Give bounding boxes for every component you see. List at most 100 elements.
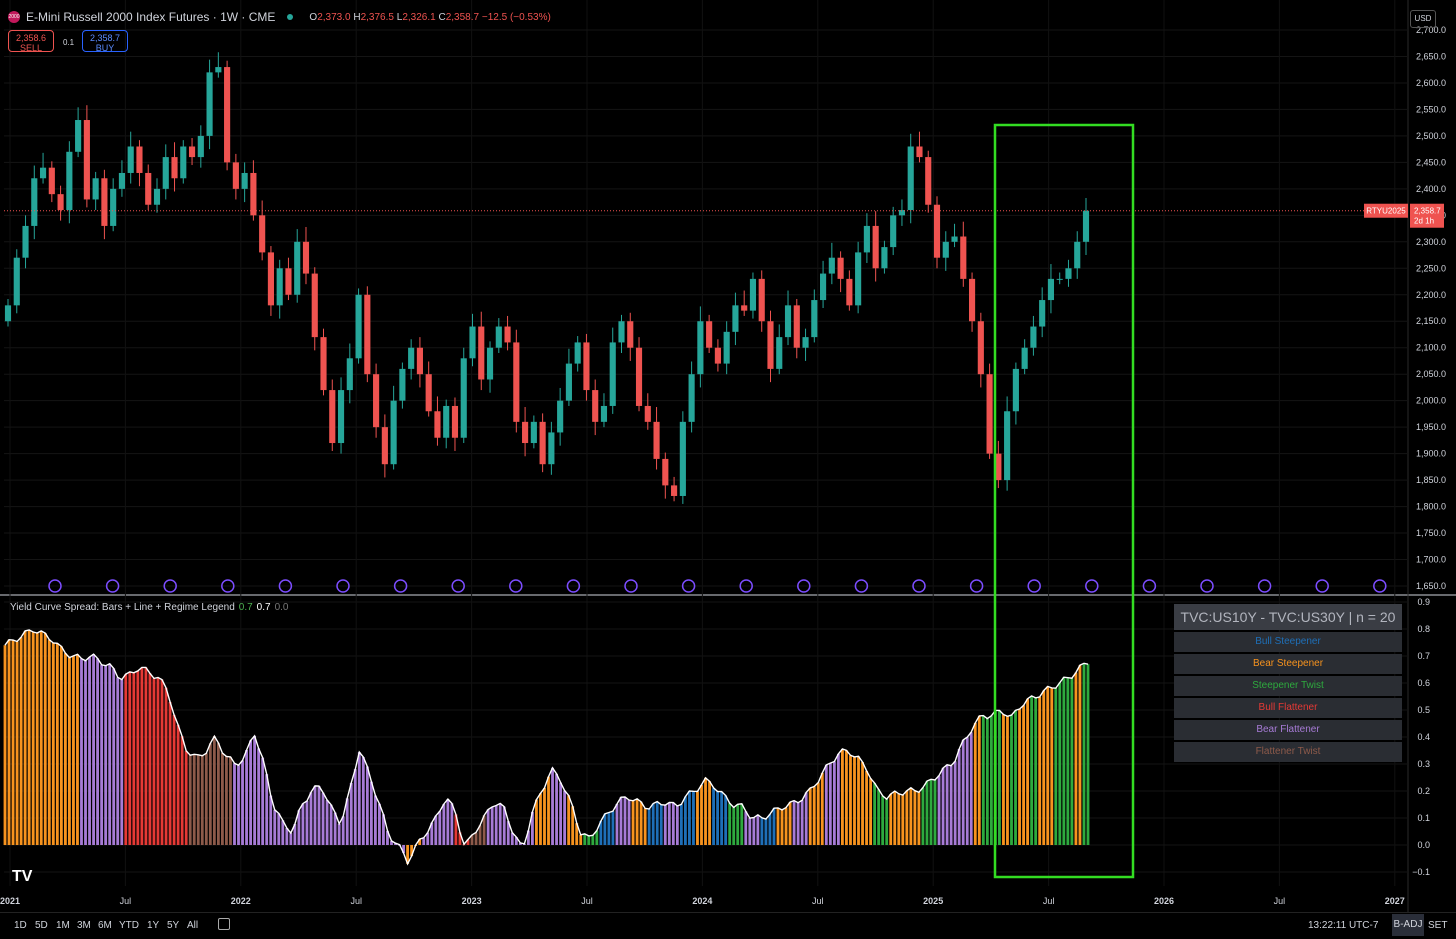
candle-body: [592, 390, 599, 422]
calendar-icon[interactable]: [218, 918, 230, 930]
spread-bar: [128, 671, 132, 845]
indicator-axis-tick-label: 0.2: [1417, 786, 1430, 796]
spread-bar: [889, 793, 893, 845]
price-axis-tick-label: 1,900.0: [1416, 449, 1446, 459]
candle-body: [434, 411, 441, 438]
spread-bar: [1042, 690, 1046, 845]
candle-body: [1030, 326, 1037, 348]
spread-bar: [736, 804, 740, 845]
spread-bar: [704, 777, 707, 845]
spread-bar: [1006, 716, 1009, 845]
event-marker-icon: [48, 579, 62, 593]
x-axis-tick-label: Jul: [120, 896, 132, 906]
spread-bar: [579, 834, 583, 845]
event-marker-icon: [451, 579, 465, 593]
sell-button[interactable]: 2,358.6 SELL: [8, 30, 54, 53]
indicator-axis-tick-label: 0.9: [1417, 597, 1430, 607]
clock[interactable]: 13:22:11 UTC-7: [1308, 920, 1379, 931]
spread-bar: [160, 679, 164, 845]
candle-body: [846, 278, 853, 306]
tradingview-logo-icon[interactable]: TV: [12, 868, 33, 885]
event-marker-icon: [1200, 579, 1214, 593]
spread-bar: [104, 665, 108, 845]
spread-bar: [216, 742, 220, 845]
spread-bar: [518, 842, 522, 845]
candle-body: [171, 157, 178, 179]
indicator-axis-tick-label: 0.4: [1417, 732, 1430, 742]
spread-bar: [15, 641, 19, 845]
high-value: 2,376.5: [360, 11, 394, 23]
symbol-icon: 2000: [8, 11, 20, 23]
timeframe-all[interactable]: All: [187, 920, 199, 931]
timeframe-5d[interactable]: 5D: [35, 920, 48, 931]
spread-bar: [925, 780, 929, 845]
price-axis-tick-label: 2,650.0: [1416, 51, 1446, 61]
timeframe-1m[interactable]: 1M: [56, 920, 70, 931]
candle-body: [863, 225, 870, 253]
spread-bar: [740, 803, 744, 845]
spread-bar: [510, 832, 514, 845]
candle-body: [916, 146, 923, 158]
timeframe-3m[interactable]: 3M: [77, 920, 91, 931]
chart-title[interactable]: E-Mini Russell 2000 Index Futures · 1W ·…: [26, 10, 276, 24]
spread-bar: [873, 783, 877, 845]
timeframe-1y[interactable]: 1Y: [147, 920, 160, 931]
spread-bar: [1002, 714, 1005, 845]
open-value: 2,373.0: [317, 11, 351, 23]
event-marker-icon: [163, 579, 177, 593]
spread-bar: [220, 753, 224, 845]
bottom-toolbar: [0, 912, 1456, 939]
candle-body: [259, 215, 266, 253]
spread-bar: [180, 736, 184, 845]
currency-button[interactable]: USD: [1410, 10, 1436, 28]
spread-bar: [720, 791, 724, 845]
indicator-title[interactable]: Yield Curve Spread: Bars + Line + Regime…: [10, 602, 289, 613]
candle-body: [276, 268, 283, 306]
spread-bar: [293, 824, 297, 845]
spread-bar: [31, 632, 35, 845]
adjustment-button[interactable]: B-ADJ: [1392, 914, 1424, 936]
candlestick-series: [4, 52, 1090, 504]
buy-button[interactable]: 2,358.7 BUY: [82, 30, 128, 53]
spread-bar: [998, 710, 1001, 845]
timeframe-1d[interactable]: 1D: [14, 920, 27, 931]
spread-bar: [249, 740, 252, 845]
timeframe-ytd[interactable]: YTD: [119, 920, 139, 931]
spread-bar: [808, 787, 812, 845]
spread-bar: [241, 760, 244, 845]
spread-bar: [526, 830, 530, 845]
spread-line: [4, 629, 1089, 866]
event-marker-icon: [681, 579, 696, 593]
spread-bar: [700, 784, 703, 845]
timeframe-6m[interactable]: 6M: [98, 920, 112, 931]
timeframe-5y[interactable]: 5Y: [167, 920, 180, 931]
spread-bar: [611, 811, 615, 845]
price-axis-tick-label: 1,700.0: [1416, 555, 1446, 565]
candle-body: [793, 305, 800, 348]
candle-body: [373, 374, 380, 428]
spread-bar: [619, 797, 623, 845]
price-axis-tick-label: 2,450.0: [1416, 157, 1446, 167]
spread-bar: [100, 664, 104, 845]
spread-bar: [551, 767, 554, 845]
spread-bar: [869, 778, 873, 845]
spread-bar: [591, 835, 595, 845]
spread-bar: [957, 749, 961, 845]
event-marker-icon: [1373, 579, 1387, 593]
spread-bar: [828, 763, 832, 845]
candle-body: [48, 167, 55, 195]
low-value: 2,326.1: [402, 11, 436, 23]
candle-body: [180, 146, 187, 179]
spread-bar: [196, 754, 200, 845]
spread-bar: [349, 782, 353, 845]
spread-bar: [563, 790, 567, 845]
settings-button[interactable]: SET: [1428, 920, 1448, 931]
candle-body: [1065, 268, 1072, 279]
spread-bar: [716, 791, 720, 845]
spread-bar: [909, 787, 913, 845]
spread-bar: [345, 798, 349, 845]
candle-body: [741, 305, 748, 311]
candle-body: [101, 178, 108, 226]
candle-body: [4, 305, 12, 322]
